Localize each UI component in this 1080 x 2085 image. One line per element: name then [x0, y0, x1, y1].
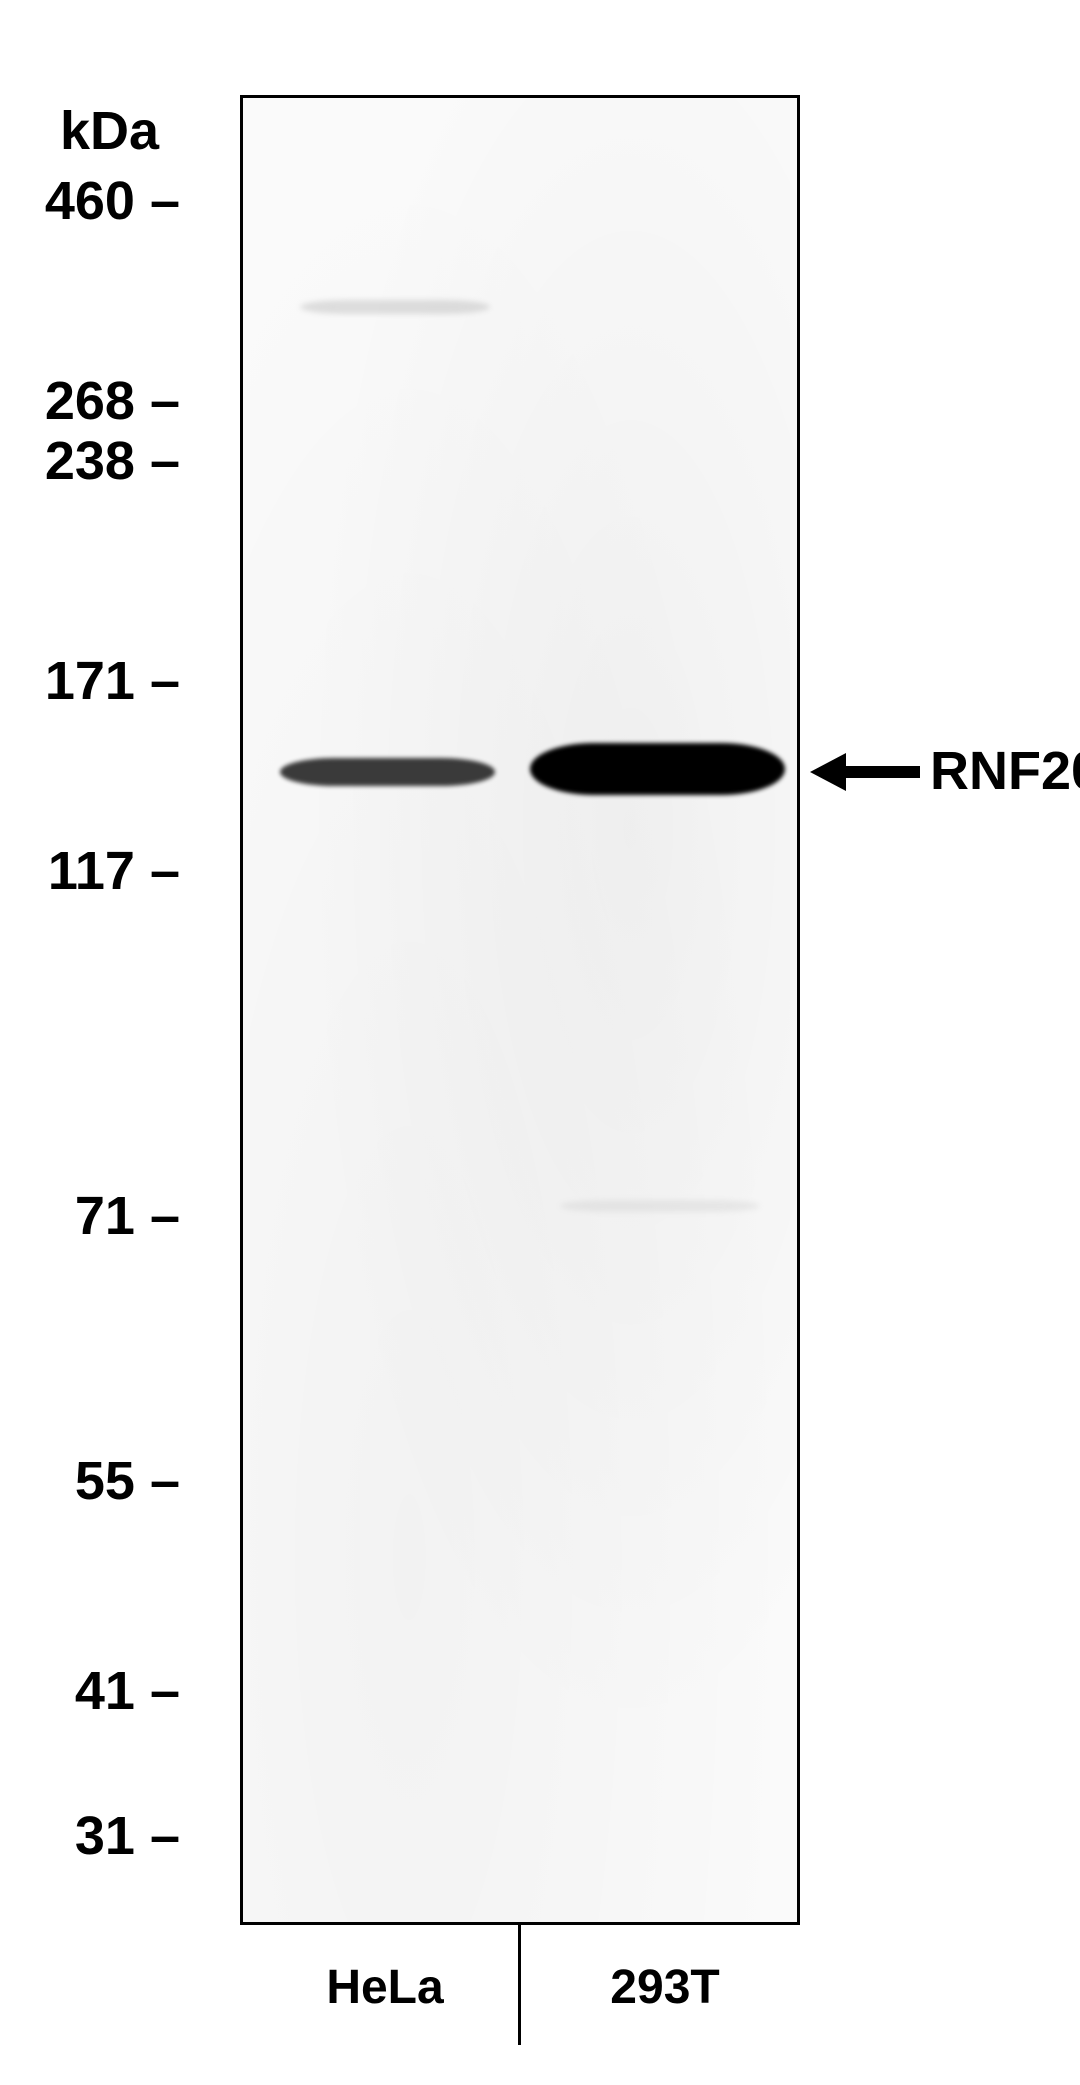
- marker-238: 238 –: [20, 430, 180, 492]
- figure-container: kDa 460 – 268 – 238 – 171 – 117 – 71 – 5…: [0, 0, 1080, 2085]
- blot-membrane: [240, 95, 800, 1925]
- marker-71-value: 71: [75, 1186, 135, 1246]
- target-arrow-icon: [810, 747, 920, 797]
- marker-460-value: 460: [45, 171, 135, 231]
- marker-117: 117 –: [20, 840, 180, 902]
- band-293t-rnf20: [530, 743, 785, 795]
- marker-31-value: 31: [75, 1806, 135, 1866]
- marker-117-value: 117: [48, 841, 135, 901]
- marker-31: 31 –: [20, 1805, 180, 1867]
- marker-55: 55 –: [20, 1450, 180, 1512]
- lane-divider: [518, 1925, 521, 2045]
- band-293t-faint-71: [560, 1200, 760, 1212]
- marker-238-value: 238: [45, 431, 135, 491]
- blot-shading: [243, 98, 797, 1922]
- marker-171: 171 –: [20, 650, 180, 712]
- marker-460: 460 –: [20, 170, 180, 232]
- marker-268: 268 –: [20, 370, 180, 432]
- axis-title-kda: kDa: [60, 100, 159, 162]
- marker-41: 41 –: [20, 1660, 180, 1722]
- marker-41-value: 41: [75, 1661, 135, 1721]
- marker-55-value: 55: [75, 1451, 135, 1511]
- target-label-rnf20: RNF20: [930, 740, 1080, 802]
- marker-268-value: 268: [45, 371, 135, 431]
- marker-71: 71 –: [20, 1185, 180, 1247]
- band-hela-rnf20: [280, 758, 495, 786]
- lane-label-hela: HeLa: [260, 1960, 510, 2015]
- lane-label-293t: 293T: [540, 1960, 790, 2015]
- band-hela-faint-upper: [300, 300, 490, 314]
- marker-171-value: 171: [45, 651, 135, 711]
